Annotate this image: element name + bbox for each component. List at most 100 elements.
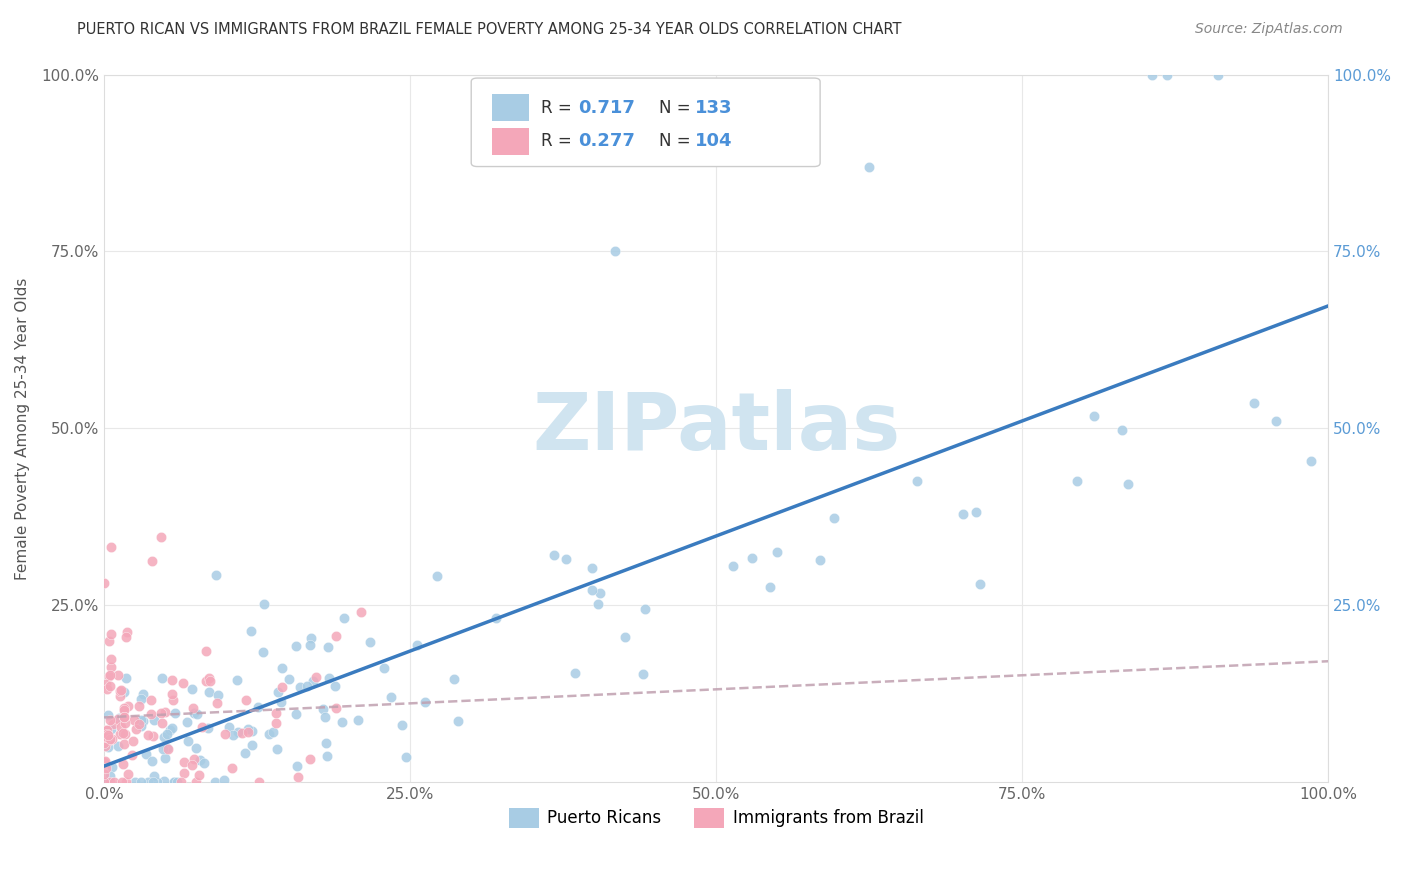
Point <box>298 638 321 652</box>
Point <box>108 683 131 698</box>
Point <box>1066 474 1088 488</box>
Point <box>246 699 269 714</box>
Point <box>235 693 257 707</box>
Point <box>236 725 259 739</box>
Point <box>107 668 129 682</box>
Point <box>193 756 215 771</box>
Point <box>221 728 243 742</box>
Point <box>142 775 165 789</box>
Point <box>117 767 139 781</box>
Point <box>325 629 347 643</box>
Point <box>207 688 229 702</box>
Point <box>128 717 150 731</box>
Point <box>823 511 845 525</box>
Point <box>231 726 253 740</box>
Point <box>100 540 122 554</box>
Point <box>114 631 136 645</box>
Point <box>96 725 118 739</box>
FancyBboxPatch shape <box>492 128 529 154</box>
Point <box>214 727 236 741</box>
Point <box>94 761 117 775</box>
Text: N =: N = <box>658 132 696 150</box>
Legend: Puerto Ricans, Immigrants from Brazil: Puerto Ricans, Immigrants from Brazil <box>502 802 931 834</box>
Point <box>141 554 163 568</box>
Point <box>741 550 763 565</box>
Point <box>302 674 325 689</box>
Point <box>253 598 276 612</box>
Point <box>1206 68 1229 82</box>
Point <box>325 701 347 715</box>
Point <box>98 668 121 682</box>
Point <box>634 602 657 616</box>
Point <box>97 734 120 748</box>
Point <box>108 711 131 725</box>
Point <box>447 714 470 728</box>
Text: Source: ZipAtlas.com: Source: ZipAtlas.com <box>1195 22 1343 37</box>
Point <box>146 775 169 789</box>
Point <box>380 690 402 704</box>
Point <box>152 731 174 745</box>
Point <box>284 706 307 721</box>
Point <box>204 775 226 789</box>
Point <box>969 576 991 591</box>
Point <box>149 530 172 544</box>
Point <box>177 734 200 748</box>
Point <box>100 660 122 674</box>
Point <box>180 758 202 772</box>
Point <box>97 731 120 745</box>
Point <box>207 696 229 710</box>
Point <box>284 640 307 654</box>
Point <box>188 752 211 766</box>
Point <box>257 727 280 741</box>
Point <box>94 723 117 738</box>
Point <box>129 713 152 727</box>
Point <box>228 724 250 739</box>
Point <box>132 714 155 728</box>
Point <box>613 630 636 644</box>
Point <box>96 730 118 744</box>
Point <box>564 666 586 681</box>
Point <box>162 775 184 789</box>
Point <box>183 706 205 720</box>
Point <box>1156 68 1178 82</box>
Point <box>1116 476 1139 491</box>
Point <box>108 689 131 703</box>
Point <box>181 700 204 714</box>
Point <box>98 731 121 746</box>
Point <box>191 719 214 733</box>
Point <box>285 759 308 773</box>
Point <box>1301 454 1323 468</box>
Point <box>314 710 336 724</box>
Point <box>160 721 183 735</box>
Point <box>93 755 115 769</box>
Point <box>350 605 373 619</box>
Point <box>159 723 181 737</box>
Point <box>198 674 221 689</box>
Point <box>142 729 165 743</box>
Point <box>96 727 118 741</box>
Point <box>181 681 204 696</box>
Point <box>218 720 240 734</box>
Point <box>98 775 121 789</box>
Point <box>98 769 121 783</box>
Text: PUERTO RICAN VS IMMIGRANTS FROM BRAZIL FEMALE POVERTY AMONG 25-34 YEAR OLDS CORR: PUERTO RICAN VS IMMIGRANTS FROM BRAZIL F… <box>77 22 901 37</box>
Point <box>188 768 211 782</box>
Point <box>176 715 198 730</box>
Point <box>406 638 429 652</box>
Point <box>316 749 339 764</box>
Point <box>240 624 263 638</box>
Text: ZIPatlas: ZIPatlas <box>531 390 900 467</box>
Point <box>94 677 117 691</box>
Point <box>131 775 153 789</box>
Point <box>111 775 134 789</box>
Point <box>93 775 115 789</box>
Point <box>93 767 115 781</box>
Point <box>172 675 194 690</box>
Point <box>373 661 395 675</box>
Point <box>128 698 150 713</box>
Point <box>121 747 143 762</box>
Point <box>111 725 134 739</box>
Point <box>160 673 183 687</box>
Point <box>165 706 187 720</box>
Point <box>270 661 292 675</box>
